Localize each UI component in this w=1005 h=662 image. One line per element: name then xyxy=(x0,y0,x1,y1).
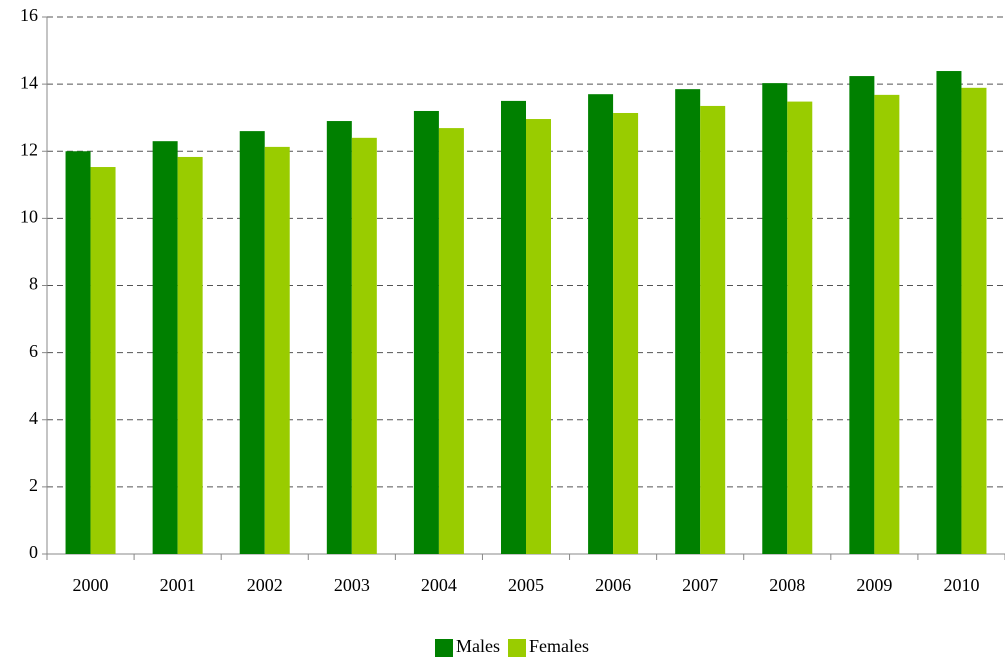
bar xyxy=(413,110,439,554)
y-tick-label: 12 xyxy=(20,139,38,159)
bar xyxy=(351,137,377,554)
bar xyxy=(787,101,813,554)
legend-label: Females xyxy=(529,636,589,656)
x-tick-label: 2010 xyxy=(943,575,979,595)
bar xyxy=(152,141,178,554)
x-tick-label: 2007 xyxy=(682,575,718,595)
bar xyxy=(90,167,116,555)
legend-swatch xyxy=(508,639,526,657)
bar xyxy=(936,71,962,555)
bar xyxy=(849,76,875,554)
y-tick-label: 4 xyxy=(29,408,38,428)
x-tick-label: 2003 xyxy=(334,575,370,595)
legend-swatch xyxy=(435,639,453,657)
bar xyxy=(613,112,639,555)
y-tick-label: 2 xyxy=(29,475,38,495)
bar xyxy=(65,151,91,554)
y-tick-label: 10 xyxy=(20,207,38,227)
x-tick-label: 2006 xyxy=(595,575,631,595)
bar xyxy=(874,94,900,555)
x-tick-label: 2001 xyxy=(160,575,196,595)
x-tick-label: 2002 xyxy=(247,575,283,595)
bar xyxy=(438,128,464,555)
bar xyxy=(326,121,352,554)
bar xyxy=(588,94,614,554)
y-tick-label: 14 xyxy=(20,72,38,92)
y-tick-label: 0 xyxy=(29,542,38,562)
y-tick-label: 16 xyxy=(20,5,38,25)
bar xyxy=(675,89,701,555)
bar xyxy=(177,156,203,554)
x-tick-label: 2009 xyxy=(856,575,892,595)
x-tick-label: 2000 xyxy=(73,575,109,595)
bar xyxy=(526,119,551,554)
y-tick-label: 6 xyxy=(29,341,38,361)
legend-label: Males xyxy=(456,636,500,656)
x-tick-label: 2005 xyxy=(508,575,544,595)
bar xyxy=(961,87,987,555)
x-tick-label: 2008 xyxy=(769,575,805,595)
bar xyxy=(762,83,788,554)
bar xyxy=(501,100,526,554)
x-tick-label: 2004 xyxy=(421,575,457,595)
bar xyxy=(700,105,726,555)
y-tick-label: 8 xyxy=(29,274,38,294)
bar xyxy=(239,131,265,555)
bar xyxy=(264,146,290,554)
